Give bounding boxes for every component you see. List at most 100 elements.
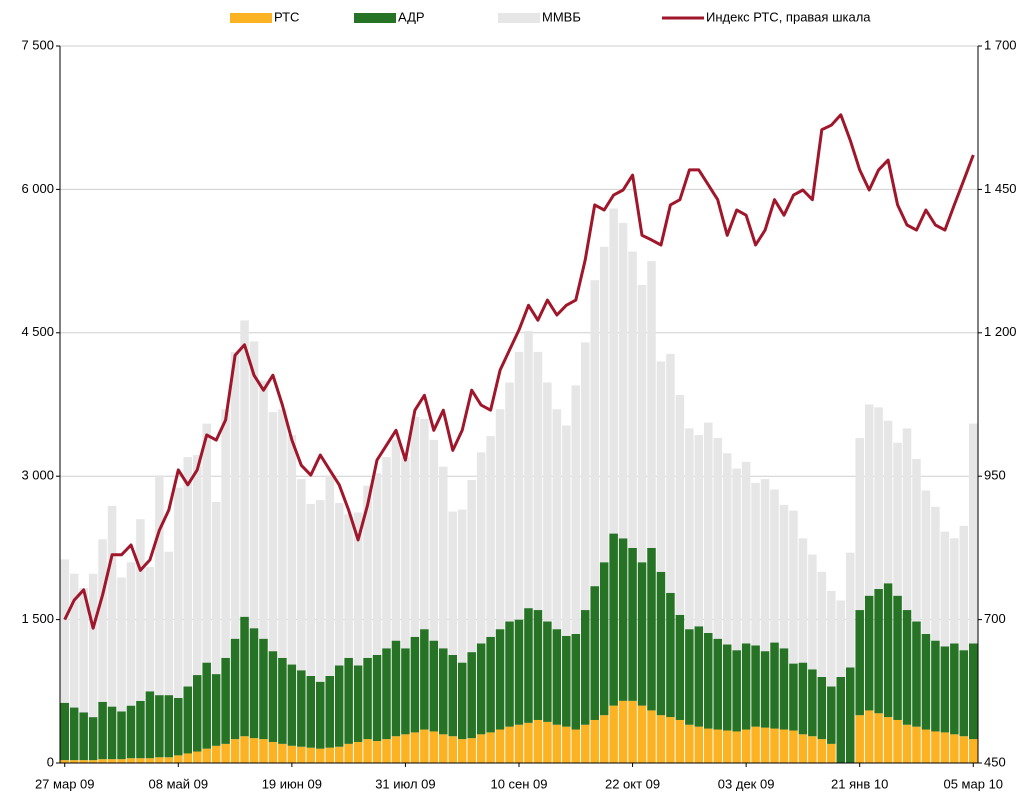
bar (732, 731, 741, 763)
bar (931, 640, 940, 732)
bar (486, 636, 495, 733)
bar (751, 482, 760, 646)
bar (211, 502, 221, 675)
bar (230, 351, 240, 639)
bar (391, 439, 401, 641)
bar (126, 562, 136, 706)
bar (221, 657, 230, 744)
bar (675, 614, 685, 720)
bar (353, 741, 363, 763)
bar (902, 724, 912, 763)
bar (969, 739, 978, 763)
bar (732, 468, 741, 651)
bar (136, 700, 145, 759)
bar (287, 435, 297, 665)
bar (921, 633, 931, 730)
bar (637, 285, 647, 563)
bar (618, 700, 628, 763)
bar (221, 409, 230, 658)
bar (874, 713, 883, 763)
bar (950, 538, 959, 644)
bar (495, 629, 505, 730)
bar (845, 552, 855, 668)
lines (63, 113, 975, 630)
x-tick-label: 10 сен 09 (490, 776, 547, 791)
bar (609, 208, 618, 534)
bar (514, 619, 524, 725)
bar (240, 736, 249, 763)
bar (192, 751, 202, 763)
bar (770, 642, 779, 729)
bar (969, 423, 978, 644)
bar (287, 664, 297, 746)
y2-tick-label: 950 (984, 468, 1006, 483)
bar (192, 675, 202, 752)
bar (297, 479, 306, 671)
legend-label: РТС (274, 9, 299, 24)
bar (760, 479, 770, 652)
bar (69, 573, 79, 708)
bar (278, 409, 287, 658)
bar (533, 719, 543, 763)
bar (694, 435, 704, 627)
bar (902, 610, 912, 725)
bar (126, 758, 136, 763)
x-tick-label: 08 май 09 (149, 776, 209, 791)
bar (590, 280, 599, 587)
bar (467, 738, 476, 763)
bar (505, 621, 514, 727)
legend-label: АДР (398, 9, 425, 24)
bar (628, 251, 637, 548)
bar (202, 423, 211, 663)
bar (571, 633, 581, 730)
y-tick-label: 0 (47, 754, 54, 769)
bar (827, 686, 836, 744)
bar (278, 743, 287, 763)
bar (467, 652, 476, 739)
bar (249, 628, 259, 739)
bar (268, 412, 278, 652)
bar (230, 638, 240, 740)
bar (893, 442, 902, 596)
bar (495, 409, 505, 630)
bar (543, 621, 552, 722)
bar (580, 724, 590, 763)
bar (713, 437, 723, 639)
bar (599, 246, 609, 563)
bar (940, 732, 950, 763)
bar (637, 562, 647, 706)
bar (628, 700, 637, 763)
legend: РТС АДР ММВБ Индекс РТС, правая шкала (230, 9, 871, 24)
bar (174, 487, 183, 698)
y-tick-label: 6 000 (21, 181, 54, 196)
bar (183, 457, 193, 687)
legend-swatch (354, 13, 396, 23)
bar (893, 595, 902, 720)
bar (372, 741, 382, 763)
bar (969, 643, 978, 740)
bar (410, 732, 420, 763)
bar (306, 503, 316, 677)
bar (315, 748, 325, 763)
bar (476, 734, 486, 763)
bar (363, 739, 372, 763)
bar (713, 638, 723, 730)
bar (931, 731, 940, 763)
x-tick-label: 05 мар 10 (943, 776, 1003, 791)
bar (240, 320, 249, 617)
bar (647, 547, 656, 711)
bar (618, 538, 628, 701)
x-tick-label: 03 дек 09 (718, 776, 775, 791)
bar (722, 644, 732, 731)
bar (845, 667, 855, 763)
bar (505, 382, 514, 622)
bar (874, 589, 883, 714)
bar (420, 629, 429, 730)
bar (751, 645, 760, 727)
bar (722, 453, 732, 645)
bar (88, 760, 98, 763)
bar (249, 341, 259, 629)
bar (344, 743, 353, 763)
bar (647, 261, 656, 548)
bar (240, 616, 249, 737)
